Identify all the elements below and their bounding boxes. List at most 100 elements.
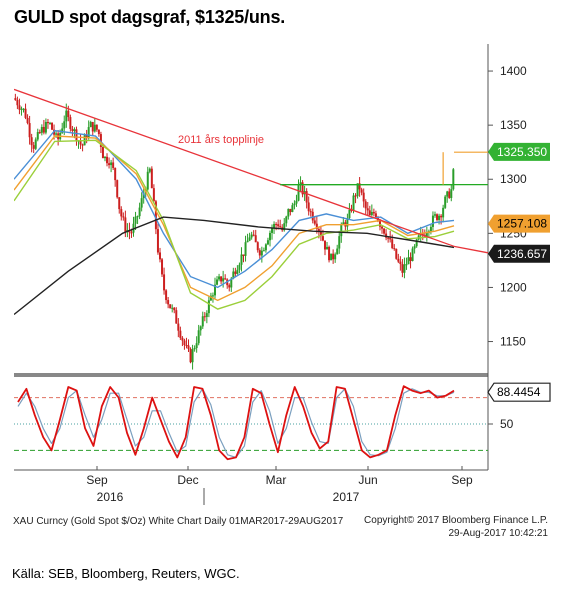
candle-body <box>67 110 70 118</box>
candle-body <box>403 264 406 273</box>
candle-body <box>211 295 214 297</box>
candle-body <box>448 191 451 198</box>
candle-body <box>444 196 447 208</box>
candle-body <box>256 242 259 251</box>
candle-body <box>407 257 410 265</box>
candle-body <box>313 220 316 224</box>
price-tag <box>488 214 550 233</box>
year-label: 2016 <box>97 490 124 504</box>
candle-body <box>167 300 170 305</box>
candle-body <box>171 307 174 309</box>
y-tick-label: 1200 <box>500 280 527 294</box>
candle-body <box>183 340 186 346</box>
candle-body <box>297 185 300 201</box>
candle-body <box>65 110 68 122</box>
stochastic-panel: 50 88.4454 <box>14 382 551 461</box>
candle-body <box>32 145 35 149</box>
stoch-tag <box>487 382 551 402</box>
candle-body <box>203 316 206 318</box>
candle-body <box>238 264 241 270</box>
candle-body <box>16 99 19 106</box>
x-tick-label: Sep <box>86 473 108 487</box>
candle-body <box>442 207 445 218</box>
candle-body <box>89 122 92 128</box>
candle-body <box>124 217 127 233</box>
ma_200-line <box>14 216 455 316</box>
candle-body <box>63 121 66 129</box>
candle-body <box>44 121 47 133</box>
candle-body <box>246 240 249 243</box>
candle-body <box>421 232 424 236</box>
stoch-lines <box>17 385 455 461</box>
candle-body <box>179 330 182 338</box>
page-title: GULD spot dagsgraf, $1325/uns. <box>14 7 286 27</box>
candle-body <box>99 134 102 147</box>
candle-body <box>118 197 121 210</box>
candle-body <box>161 259 164 275</box>
price-tag <box>488 142 550 161</box>
candle-body <box>362 192 365 202</box>
candle-body <box>268 232 271 241</box>
candle-body <box>185 345 188 347</box>
candle-body <box>189 348 192 363</box>
candle-body <box>405 264 408 266</box>
candle-body <box>205 313 208 317</box>
candle-body <box>136 216 139 218</box>
stoch-tag-label: 88.4454 <box>497 385 541 399</box>
footer-series-info: XAU Curncy (Gold Spot $/Oz) White Chart … <box>13 516 344 527</box>
candle-body <box>207 300 210 314</box>
candle-body <box>328 246 331 261</box>
price-tag-label: 1257.108 <box>497 217 547 231</box>
candle-body <box>156 229 159 253</box>
candle-body <box>436 214 439 220</box>
candle-body <box>393 248 396 250</box>
candle-body <box>42 126 45 133</box>
candle-body <box>187 345 190 349</box>
candle-body <box>150 168 153 189</box>
candle-body <box>258 250 261 256</box>
candle-body <box>28 123 31 138</box>
candle-body <box>158 252 161 260</box>
candle-body <box>409 257 412 261</box>
x-tick-label: Jun <box>358 473 377 487</box>
candle-body <box>181 337 184 341</box>
candle-body <box>230 278 233 288</box>
candle-body <box>138 207 141 217</box>
candle-body <box>55 133 58 135</box>
candle-body <box>236 269 239 274</box>
candle-body <box>61 128 64 133</box>
candle-body <box>411 248 414 261</box>
candle-body <box>213 284 216 296</box>
candle-body <box>289 208 292 213</box>
candle-body <box>79 140 82 145</box>
candle-body <box>309 211 312 213</box>
candle-body <box>264 244 267 251</box>
candle-body <box>46 121 49 124</box>
candle-body <box>293 203 296 206</box>
candle-body <box>275 224 278 226</box>
candle-body <box>277 224 280 227</box>
stoch-y-tick-label: 50 <box>500 417 514 431</box>
candle-body <box>81 144 84 146</box>
candle-body <box>130 232 133 234</box>
candle-body <box>452 169 455 190</box>
candle-body <box>295 200 298 204</box>
candle-body <box>334 254 337 260</box>
candle-body <box>262 250 265 252</box>
candle-body <box>260 250 263 256</box>
candle-body <box>450 189 453 198</box>
candle-body <box>425 232 428 237</box>
candle-body <box>142 193 145 199</box>
candle-body <box>152 188 155 202</box>
candle-body <box>336 248 339 255</box>
candle-body <box>34 139 37 149</box>
candle-body <box>389 238 392 240</box>
candle-body <box>356 183 359 197</box>
candle-body <box>134 216 137 224</box>
candle-body <box>85 135 88 138</box>
trendline-annotation: 2011 års topplinje <box>178 134 264 146</box>
candle-body <box>415 239 418 247</box>
candle-body <box>332 253 335 260</box>
candle-body <box>429 226 432 232</box>
